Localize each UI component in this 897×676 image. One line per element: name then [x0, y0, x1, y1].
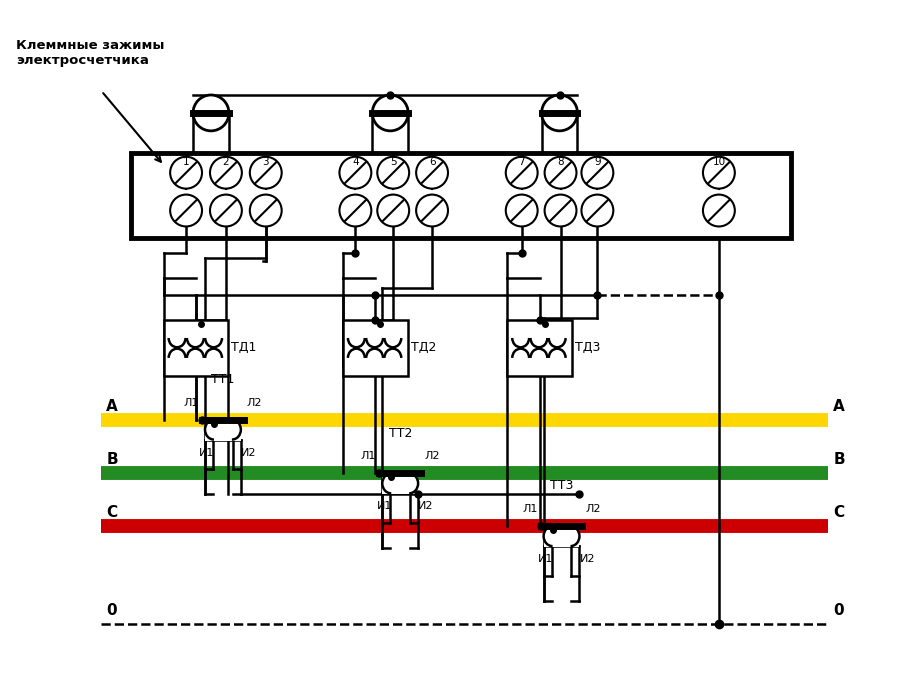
Bar — [131, 153, 790, 239]
Text: ТТ3: ТТ3 — [550, 479, 573, 492]
Circle shape — [506, 195, 537, 226]
Circle shape — [193, 95, 229, 131]
Text: 10: 10 — [712, 157, 726, 167]
Bar — [382, 473, 418, 494]
Circle shape — [378, 195, 409, 226]
Text: Л1: Л1 — [361, 452, 377, 462]
Text: 0: 0 — [107, 603, 117, 618]
Circle shape — [581, 195, 614, 226]
Bar — [508, 320, 572, 376]
Circle shape — [339, 195, 371, 226]
Text: ТТ1: ТТ1 — [211, 372, 235, 386]
Text: ТТ2: ТТ2 — [388, 427, 412, 439]
Circle shape — [416, 157, 448, 189]
Text: 5: 5 — [390, 157, 396, 167]
Circle shape — [581, 157, 614, 189]
Text: 7: 7 — [518, 157, 525, 167]
Circle shape — [416, 195, 448, 226]
Bar — [343, 320, 407, 376]
Text: 3: 3 — [263, 157, 269, 167]
Text: 8: 8 — [557, 157, 564, 167]
Text: Л1: Л1 — [184, 397, 199, 408]
Text: Клеммные зажимы
электросчетчика: Клеммные зажимы электросчетчика — [16, 39, 164, 67]
Text: 6: 6 — [429, 157, 435, 167]
Circle shape — [544, 195, 577, 226]
Text: ТД2: ТД2 — [411, 341, 436, 354]
Text: И1: И1 — [199, 448, 214, 458]
Text: A: A — [107, 399, 118, 414]
Text: 0: 0 — [833, 603, 844, 618]
Circle shape — [542, 95, 578, 131]
Bar — [544, 525, 579, 547]
Text: ТД1: ТД1 — [231, 341, 257, 354]
Bar — [163, 320, 229, 376]
Circle shape — [506, 157, 537, 189]
Circle shape — [378, 157, 409, 189]
Text: И2: И2 — [579, 554, 596, 564]
Text: 4: 4 — [352, 157, 359, 167]
Text: 1: 1 — [183, 157, 189, 167]
Circle shape — [210, 157, 242, 189]
Text: Л2: Л2 — [586, 504, 601, 514]
Text: ТД3: ТД3 — [575, 341, 600, 354]
Circle shape — [170, 195, 202, 226]
Text: A: A — [833, 399, 845, 414]
Bar — [205, 418, 241, 441]
Text: C: C — [107, 505, 118, 521]
Text: Л1: Л1 — [522, 504, 537, 514]
Text: И2: И2 — [241, 448, 257, 458]
Text: 9: 9 — [594, 157, 601, 167]
Circle shape — [250, 195, 282, 226]
Text: И1: И1 — [538, 554, 553, 564]
Text: Л2: Л2 — [247, 397, 262, 408]
Text: И2: И2 — [418, 502, 434, 511]
Text: B: B — [107, 452, 118, 468]
Text: И1: И1 — [377, 502, 392, 511]
Circle shape — [544, 157, 577, 189]
Circle shape — [703, 157, 735, 189]
Text: C: C — [833, 505, 845, 521]
Text: 2: 2 — [222, 157, 230, 167]
Circle shape — [170, 157, 202, 189]
Circle shape — [210, 195, 242, 226]
Text: Л2: Л2 — [424, 452, 440, 462]
Circle shape — [703, 195, 735, 226]
Circle shape — [372, 95, 408, 131]
Text: B: B — [833, 452, 845, 468]
Circle shape — [339, 157, 371, 189]
Circle shape — [250, 157, 282, 189]
